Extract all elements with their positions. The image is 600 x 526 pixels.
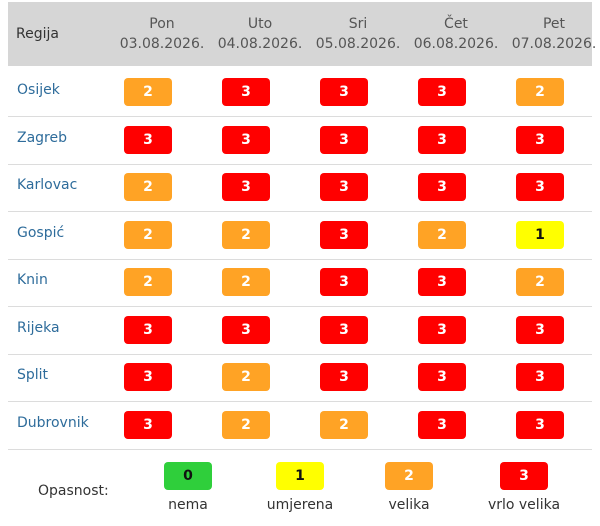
day-date: 03.08.2026. — [119, 36, 205, 52]
danger-level-badge: 3 — [516, 173, 564, 201]
danger-level-badge: 3 — [222, 173, 270, 201]
table-row: Osijek 2 3 3 3 2 — [8, 69, 592, 117]
day-name: Sri — [348, 16, 368, 32]
danger-level-badge: 2 — [418, 220, 466, 249]
legend-badge-level-2: 2 — [385, 462, 433, 490]
region-link[interactable]: Zagreb — [17, 129, 68, 146]
day-name: Pon — [149, 16, 175, 32]
table-row: Zagreb 3 3 3 3 3 — [8, 117, 592, 165]
danger-level-badge: 3 — [418, 363, 466, 391]
danger-level-badge: 2 — [516, 78, 564, 106]
region-link[interactable]: Karlovac — [17, 177, 78, 193]
day-name: Uto — [247, 16, 273, 32]
day-date: 04.08.2026. — [217, 36, 303, 52]
legend-badge-level-0: 0 — [164, 462, 212, 490]
legend-badge-level-3: 3 — [500, 462, 548, 490]
day-date: 06.08.2026. — [413, 36, 499, 52]
danger-level-badge: 3 — [418, 78, 466, 106]
danger-level-badge: 3 — [320, 363, 368, 391]
region-column-header: Regija — [16, 26, 59, 42]
table-row: Gospić 2 2 3 2 1 — [8, 212, 592, 260]
danger-level-badge: 3 — [418, 125, 466, 154]
table-header: Regija Pon 03.08.2026. Uto 04.08.2026. S… — [8, 2, 596, 66]
danger-level-badge: 3 — [222, 125, 270, 154]
danger-level-badge: 2 — [222, 220, 270, 249]
table-row: Knin 2 2 3 3 2 — [8, 259, 592, 307]
danger-level-badge: 3 — [418, 268, 466, 296]
legend-label-level-2: velika — [388, 497, 430, 513]
day-name: Čet — [444, 16, 468, 32]
danger-level-badge: 3 — [320, 220, 368, 249]
region-link[interactable]: Knin — [17, 272, 48, 288]
danger-level-badge: 2 — [222, 268, 270, 296]
day-column-header-5: Pet 07.08.2026. — [505, 2, 600, 54]
danger-level-badge: 1 — [516, 220, 564, 249]
danger-level-badge: 3 — [124, 125, 172, 154]
day-date: 05.08.2026. — [315, 36, 401, 52]
region-link[interactable]: Osijek — [17, 82, 60, 98]
region-link[interactable]: Rijeka — [17, 319, 60, 336]
day-date: 07.08.2026. — [511, 36, 597, 52]
danger-level-badge: 3 — [516, 363, 564, 391]
day-column-header-3: Sri 05.08.2026. — [309, 2, 407, 54]
table-row: Split 3 2 3 3 3 — [8, 354, 592, 402]
legend-title: Opasnost: — [38, 483, 109, 499]
danger-level-badge: 2 — [124, 268, 172, 296]
day-column-header-4: Čet 06.08.2026. — [407, 2, 505, 54]
day-name: Pet — [542, 16, 566, 32]
danger-level-badge: 3 — [320, 78, 368, 106]
danger-level-badge: 2 — [222, 363, 270, 391]
legend-label-level-0: nema — [168, 497, 208, 513]
danger-level-badge: 3 — [320, 315, 368, 344]
danger-level-badge: 3 — [418, 173, 466, 201]
table-row: Karlovac 2 3 3 3 3 — [8, 164, 592, 212]
danger-level-badge: 3 — [320, 173, 368, 201]
day-column-header-2: Uto 04.08.2026. — [211, 2, 309, 54]
table-row: Dubrovnik 3 2 2 3 3 — [8, 402, 592, 450]
danger-level-badge: 3 — [320, 268, 368, 296]
danger-level-badge: 3 — [124, 363, 172, 391]
danger-level-badge: 2 — [124, 78, 172, 106]
danger-level-badge: 3 — [124, 315, 172, 344]
danger-level-badge: 2 — [516, 268, 564, 296]
danger-level-badge: 3 — [124, 410, 172, 439]
danger-level-badge: 3 — [516, 410, 564, 439]
region-link[interactable]: Split — [17, 367, 49, 383]
danger-level-badge: 3 — [418, 410, 466, 439]
table-row: Rijeka 3 3 3 3 3 — [8, 307, 592, 355]
danger-level-badge: 3 — [320, 125, 368, 154]
danger-level-badge: 3 — [418, 315, 466, 344]
legend-badge-level-1: 1 — [276, 462, 324, 490]
danger-level-badge: 3 — [222, 78, 270, 106]
day-column-header-1: Pon 03.08.2026. — [113, 2, 211, 54]
danger-level-badge: 2 — [222, 410, 270, 439]
legend-label-level-3: vrlo velika — [487, 497, 561, 513]
danger-level-badge: 3 — [516, 125, 564, 154]
danger-level-badge: 2 — [124, 220, 172, 249]
danger-level-badge: 2 — [124, 173, 172, 201]
region-link[interactable]: Gospić — [17, 224, 65, 241]
region-link[interactable]: Dubrovnik — [17, 414, 89, 431]
danger-level-badge: 3 — [222, 315, 270, 344]
legend-label-level-1: umjerena — [266, 497, 334, 513]
danger-level-badge: 3 — [516, 315, 564, 344]
danger-level-badge: 2 — [320, 410, 368, 439]
